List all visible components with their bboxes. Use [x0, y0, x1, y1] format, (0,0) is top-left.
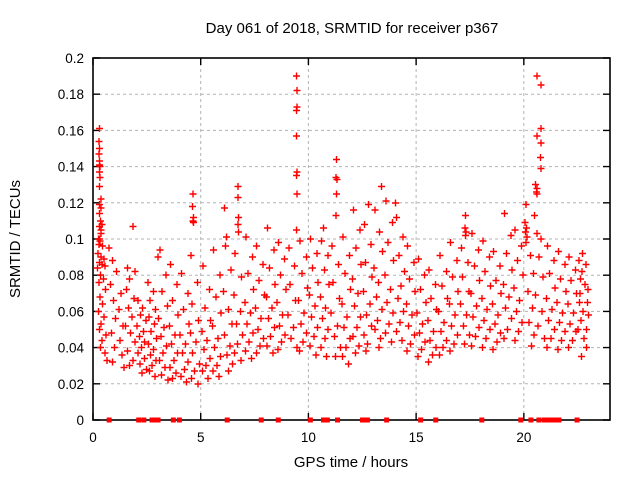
zero-value-point: [545, 417, 551, 423]
zero-value-point: [418, 417, 424, 423]
zero-value-point: [518, 417, 524, 423]
zero-value-point: [136, 417, 142, 423]
y-tick-label: 0: [76, 413, 84, 428]
zero-value-point: [275, 417, 281, 423]
x-tick-label: 5: [197, 430, 205, 445]
zero-value-point: [548, 417, 554, 423]
y-tick-label: 0.12: [58, 196, 84, 211]
x-tick-label: 0: [89, 430, 97, 445]
zero-value-point: [141, 417, 147, 423]
zero-value-point: [384, 417, 390, 423]
zero-value-point: [574, 417, 580, 423]
y-axis-label: SRMTID / TECUs: [7, 180, 24, 298]
zero-value-point: [364, 417, 370, 423]
zero-value-point: [556, 417, 562, 423]
chart-title: Day 061 of 2018, SRMTID for receiver p36…: [206, 20, 499, 37]
zero-value-point: [536, 417, 542, 423]
y-tick-label: 0.04: [58, 341, 85, 356]
zero-value-point: [334, 417, 340, 423]
y-tick-label: 0.08: [58, 268, 84, 283]
x-axis-label: GPS time / hours: [294, 454, 408, 471]
zero-value-point: [359, 417, 365, 423]
zero-value-point: [307, 417, 313, 423]
x-tick-label: 15: [409, 430, 424, 445]
zero-value-point: [551, 417, 557, 423]
zero-value-point: [320, 417, 326, 423]
zero-value-point: [106, 417, 112, 423]
zero-value-point: [170, 417, 176, 423]
zero-value-point: [176, 417, 182, 423]
y-tick-label: 0.02: [58, 377, 84, 392]
y-tick-label: 0.2: [65, 51, 84, 66]
zero-value-point: [155, 417, 161, 423]
y-tick-label: 0.06: [58, 304, 84, 319]
zero-value-point: [152, 417, 158, 423]
y-tick-label: 0.1: [65, 232, 84, 247]
zero-value-point: [433, 417, 439, 423]
zero-value-point: [541, 417, 547, 423]
plot-area: 0 0.02 0.04 0.06 0.08 0.1 0.12 0.14 0.16 0.18 0.2 0…: [58, 51, 611, 445]
zero-value-point: [224, 417, 230, 423]
y-tick-label: 0.16: [58, 123, 84, 138]
x-tick-label: 10: [301, 430, 316, 445]
zero-value-point: [528, 417, 534, 423]
zero-value-point: [479, 417, 485, 423]
data-points: [94, 72, 592, 388]
y-tick-label: 0.14: [58, 160, 85, 175]
zero-value-point: [149, 417, 155, 423]
y-tick-label: 0.18: [58, 87, 84, 102]
zero-value-point: [324, 417, 330, 423]
zero-value-point: [258, 417, 264, 423]
x-tick-label: 20: [516, 430, 531, 445]
